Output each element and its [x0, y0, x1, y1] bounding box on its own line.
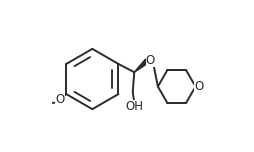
Text: O: O — [55, 93, 65, 106]
Polygon shape — [134, 59, 149, 72]
Text: O: O — [194, 80, 203, 93]
Text: O: O — [146, 54, 155, 67]
Text: OH: OH — [125, 100, 143, 113]
